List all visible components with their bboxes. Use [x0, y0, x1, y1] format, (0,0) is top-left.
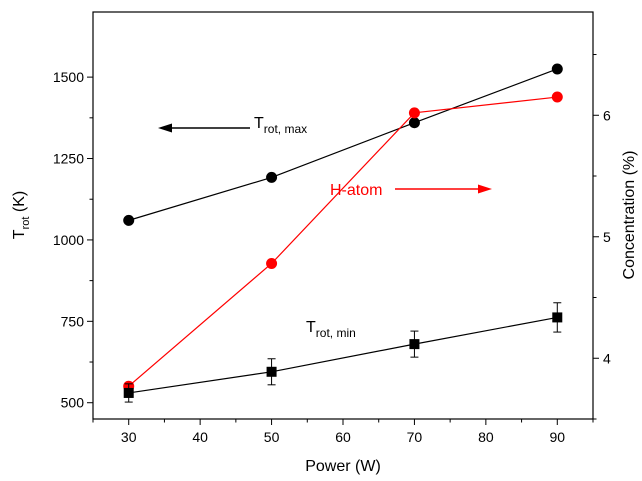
y-left-tick-label: 750 [61, 313, 85, 329]
series-t-rot-min [123, 302, 563, 403]
t-rot-min-point [552, 312, 563, 323]
y-right-tick-label: 4 [603, 350, 611, 366]
t-rot-max-main: T [254, 115, 264, 132]
annotation-t-rot-max: Trot, max [158, 115, 307, 136]
h-atom-label: H-atom [330, 182, 382, 199]
x-axis-ticks: 30 40 50 60 70 80 90 [92, 419, 594, 445]
t-rot-min-main: T [306, 319, 316, 336]
h-atom-line [128, 96, 558, 387]
series-layer [123, 63, 563, 403]
y-left-axis-ticks: 500 750 1000 1250 1500 [53, 69, 93, 411]
x-tick-label: 90 [549, 429, 565, 445]
y-left-tick-label: 1000 [53, 232, 84, 248]
t-rot-min-label: Trot, min [306, 319, 356, 340]
y-left-title-main: T [11, 229, 28, 239]
t-rot-min-point [409, 339, 420, 350]
arrow-left-head [158, 123, 172, 133]
x-tick-label: 60 [335, 429, 351, 445]
x-tick-label: 30 [121, 429, 137, 445]
y-left-tick-label: 1250 [53, 151, 84, 167]
h-atom-point [408, 107, 420, 119]
x-axis-title: Power (W) [305, 458, 381, 475]
y-right-axis-title: Concentration (%) [621, 151, 638, 280]
t-rot-max-label: Trot, max [254, 115, 307, 136]
t-rot-max-line [128, 68, 558, 221]
y-right-axis-ticks: 4 5 6 [593, 54, 611, 420]
x-tick-label: 50 [264, 429, 280, 445]
arrow-right-head [478, 184, 492, 194]
t-rot-max-point [123, 214, 135, 226]
annotation-h-atom: H-atom [330, 182, 492, 199]
series-t-rot-max [123, 63, 563, 226]
y-left-title-sub: rot [20, 217, 32, 230]
t-rot-max-sub: rot, max [264, 122, 307, 136]
t-rot-max-point [266, 171, 278, 183]
x-tick-label: 40 [192, 429, 208, 445]
t-rot-max-point [408, 117, 420, 129]
y-left-title-unit: (K) [11, 191, 28, 217]
series-h-atom [123, 91, 563, 392]
h-atom-point [551, 91, 563, 103]
t-rot-min-point [123, 387, 134, 398]
y-left-axis-title: Trot (K) [11, 191, 32, 239]
t-rot-min-point [266, 366, 277, 377]
y-right-tick-label: 5 [603, 229, 611, 245]
x-tick-label: 80 [478, 429, 494, 445]
y-left-tick-label: 500 [61, 395, 85, 411]
x-tick-label: 70 [407, 429, 423, 445]
h-atom-point [266, 257, 278, 269]
y-left-tick-label: 1500 [53, 69, 84, 85]
t-rot-max-point [551, 63, 563, 75]
y-right-tick-label: 6 [603, 107, 611, 123]
t-rot-min-sub: rot, min [316, 326, 356, 340]
t-rot-min-line [128, 316, 558, 394]
